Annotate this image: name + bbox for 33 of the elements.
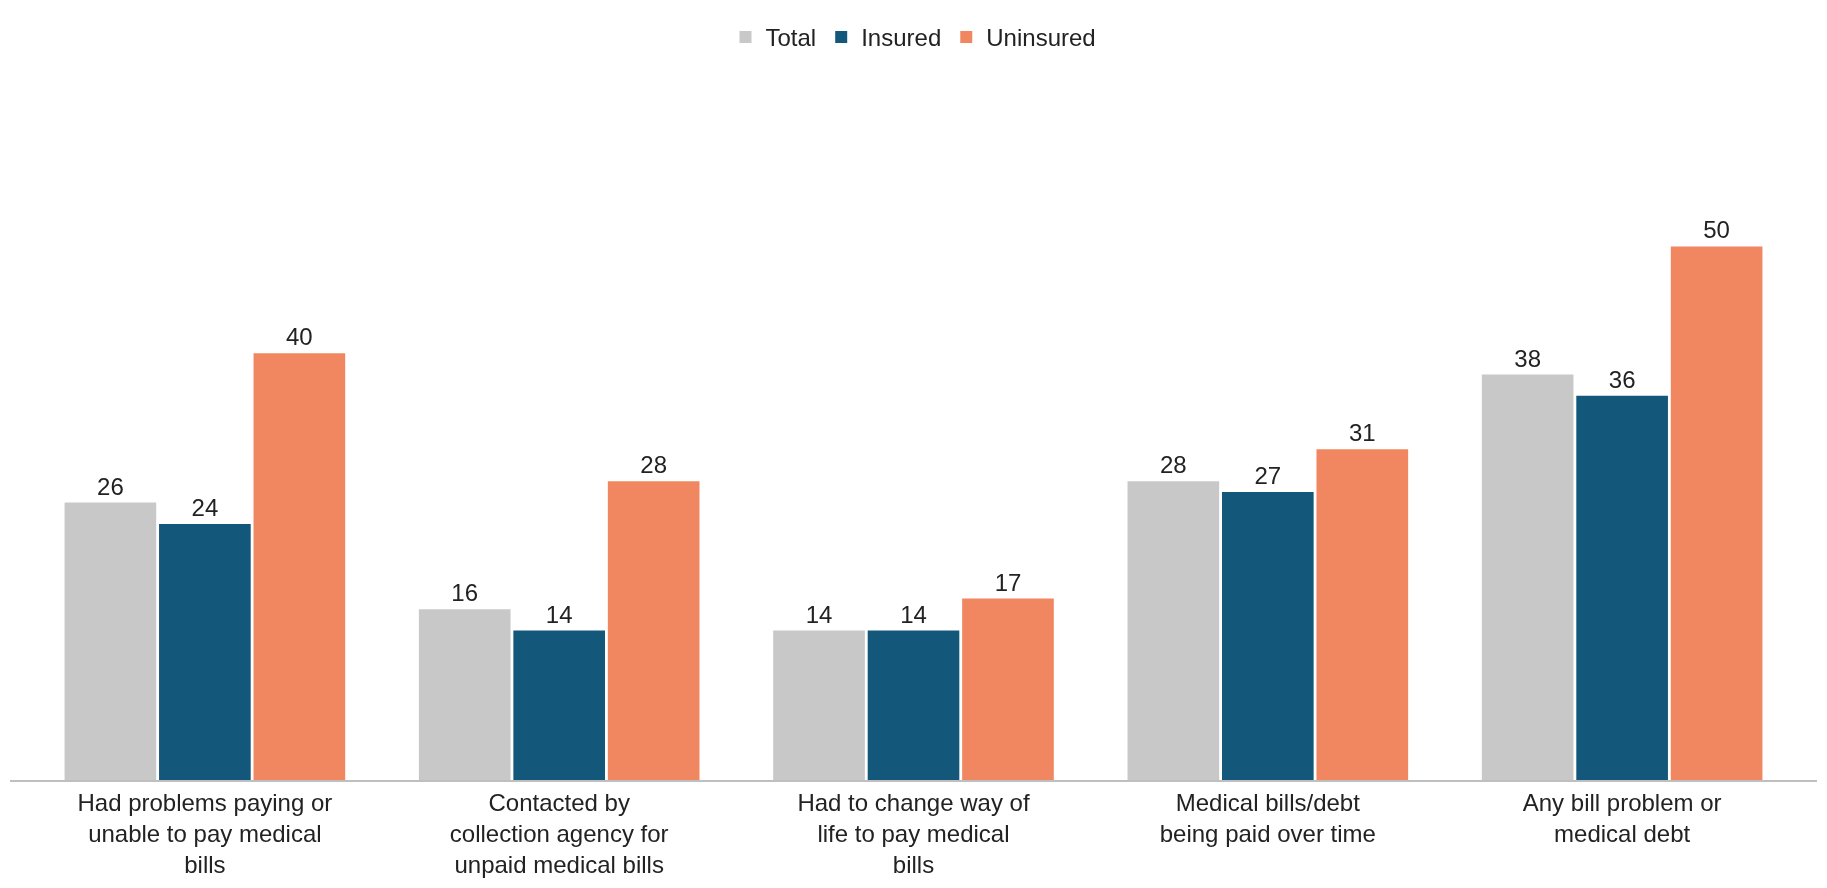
x-tick-label: Had to change way of life to pay medical bills <box>797 788 1030 878</box>
data-label: 14 <box>545 600 573 628</box>
bar <box>159 523 251 780</box>
bar <box>1316 449 1409 780</box>
bar <box>1221 491 1314 780</box>
data-label: 14 <box>805 600 833 628</box>
data-label: 38 <box>1514 344 1541 372</box>
bar <box>867 630 960 780</box>
data-label: 40 <box>286 323 313 351</box>
data-label: 50 <box>1703 216 1730 244</box>
legend-label: Insured <box>861 24 942 52</box>
data-label: 14 <box>900 600 927 628</box>
data-label: 16 <box>451 579 479 607</box>
legend-label: Uninsured <box>986 24 1096 52</box>
data-label: 27 <box>1254 461 1282 489</box>
data-label: 28 <box>640 451 668 479</box>
data-label: 24 <box>191 493 219 521</box>
x-tick-label: Any bill problem or medical debt <box>1522 788 1722 847</box>
data-label: 31 <box>1348 419 1376 447</box>
bar <box>607 481 700 780</box>
data-label: 17 <box>994 568 1022 596</box>
bar <box>1670 246 1763 780</box>
data-label: 36 <box>1608 365 1636 393</box>
data-label: 28 <box>1159 451 1187 479</box>
x-tick-label: Contacted by collection agency for unpaid medical bills <box>449 788 669 878</box>
x-tick-label: Had problems paying or unable to pay medical bills <box>77 788 333 878</box>
bar <box>962 598 1054 780</box>
bar <box>513 630 606 780</box>
bar <box>1576 395 1668 780</box>
legend-label: Total <box>765 24 817 52</box>
x-tick-label: Medical bills/debt being paid over time <box>1159 788 1376 847</box>
data-label: 26 <box>97 472 124 500</box>
bar <box>253 353 346 780</box>
